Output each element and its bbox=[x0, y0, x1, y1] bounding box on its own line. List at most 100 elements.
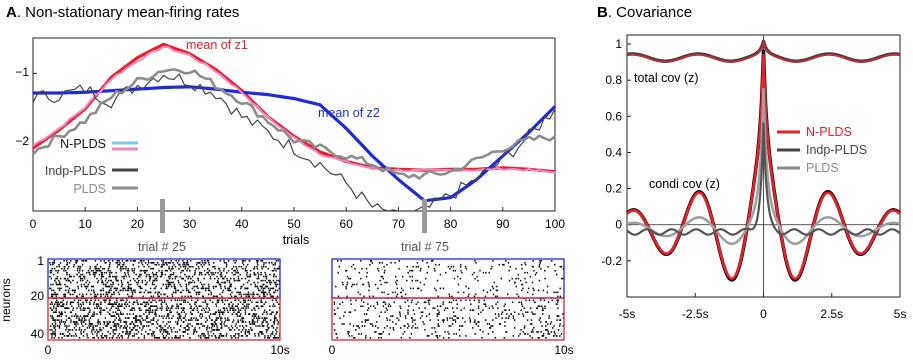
spike bbox=[445, 271, 447, 274]
spike bbox=[169, 275, 172, 278]
spike bbox=[388, 303, 390, 305]
spike bbox=[483, 299, 485, 302]
spike bbox=[85, 287, 88, 290]
spike bbox=[398, 260, 400, 262]
spike bbox=[496, 295, 499, 298]
spike bbox=[229, 283, 231, 286]
spike bbox=[416, 287, 419, 290]
spike bbox=[121, 281, 123, 284]
spike bbox=[540, 321, 542, 323]
spike bbox=[490, 267, 492, 270]
spike bbox=[75, 333, 77, 335]
spike bbox=[161, 269, 163, 272]
spike bbox=[64, 311, 66, 313]
spike bbox=[538, 265, 540, 268]
spike bbox=[167, 279, 169, 282]
spike bbox=[127, 281, 129, 284]
spike bbox=[261, 267, 263, 270]
spike bbox=[175, 260, 177, 262]
spike bbox=[59, 281, 61, 284]
spike bbox=[269, 305, 271, 307]
spike bbox=[261, 285, 263, 288]
spike bbox=[118, 263, 121, 266]
spike bbox=[237, 277, 240, 280]
spike bbox=[443, 309, 446, 311]
spike bbox=[512, 317, 515, 319]
spike bbox=[219, 283, 222, 286]
spike bbox=[105, 293, 107, 296]
spike bbox=[119, 267, 121, 270]
spike bbox=[194, 329, 196, 331]
spike bbox=[142, 295, 144, 298]
spike bbox=[103, 321, 106, 323]
spike bbox=[442, 303, 444, 305]
spike bbox=[115, 262, 117, 264]
spike bbox=[109, 303, 111, 305]
spike bbox=[529, 307, 532, 309]
spike bbox=[162, 260, 165, 262]
spike bbox=[471, 273, 474, 276]
spike bbox=[207, 331, 209, 333]
spike bbox=[161, 273, 164, 276]
spike bbox=[237, 319, 239, 321]
spike bbox=[525, 281, 527, 284]
spike bbox=[399, 327, 402, 329]
spike bbox=[96, 269, 99, 272]
spike bbox=[54, 333, 56, 335]
spike bbox=[348, 277, 350, 280]
spike bbox=[244, 287, 246, 290]
spike bbox=[82, 293, 84, 296]
spike bbox=[215, 337, 217, 339]
spike bbox=[51, 335, 53, 337]
spike bbox=[210, 271, 212, 274]
spike bbox=[529, 335, 531, 337]
spike bbox=[434, 307, 436, 309]
spike bbox=[79, 299, 82, 302]
spike bbox=[260, 279, 262, 282]
spike bbox=[479, 269, 481, 272]
spike bbox=[536, 307, 539, 309]
spike bbox=[262, 293, 265, 296]
spike bbox=[393, 301, 395, 304]
spike bbox=[217, 281, 219, 284]
spike bbox=[177, 337, 180, 339]
spike bbox=[50, 271, 52, 274]
spike bbox=[235, 305, 237, 307]
spike bbox=[245, 325, 248, 327]
spike bbox=[146, 315, 148, 317]
spike bbox=[120, 279, 123, 282]
spike bbox=[210, 313, 212, 315]
spike bbox=[272, 263, 274, 266]
spike bbox=[548, 317, 550, 319]
spike bbox=[419, 281, 422, 284]
spike bbox=[238, 299, 240, 302]
spike bbox=[145, 331, 147, 333]
spike bbox=[539, 317, 541, 319]
spike bbox=[219, 260, 221, 262]
spike bbox=[229, 329, 231, 331]
spike bbox=[106, 293, 109, 296]
spike bbox=[383, 271, 385, 274]
spike bbox=[452, 307, 454, 309]
spike bbox=[98, 305, 100, 307]
spike bbox=[244, 301, 247, 304]
spike bbox=[365, 335, 367, 337]
spike bbox=[257, 333, 260, 335]
spike bbox=[460, 309, 462, 311]
spike bbox=[210, 291, 212, 294]
spike bbox=[145, 309, 147, 311]
spike bbox=[498, 315, 500, 317]
spike bbox=[148, 279, 151, 282]
spike bbox=[183, 301, 185, 304]
spike bbox=[116, 287, 118, 290]
spike bbox=[278, 303, 280, 305]
spike bbox=[118, 337, 121, 339]
trial-25-label: trial # 25 bbox=[138, 240, 186, 254]
spike bbox=[257, 263, 259, 266]
spike bbox=[343, 315, 345, 317]
spike bbox=[248, 260, 250, 262]
spike bbox=[54, 323, 57, 325]
spike bbox=[269, 273, 271, 276]
spike bbox=[266, 313, 268, 315]
spike bbox=[433, 327, 436, 329]
